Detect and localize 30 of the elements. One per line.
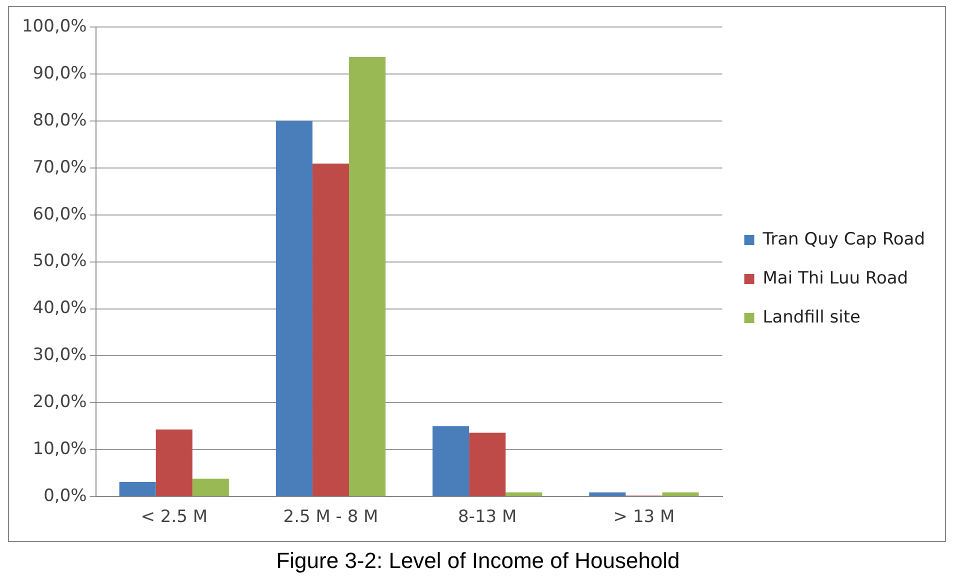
y-tick-label: 60,0%	[32, 204, 87, 224]
bar	[156, 429, 192, 496]
y-tick-label: 50,0%	[32, 251, 87, 272]
legend-label: Mai Thi Luu Road	[762, 268, 908, 288]
bar	[469, 432, 506, 496]
y-tick-label: 0,0%	[44, 486, 87, 506]
bar	[432, 426, 470, 496]
y-tick-label: 20,0%	[32, 392, 87, 412]
y-tick-label: 70,0%	[32, 157, 87, 178]
x-tick-label: 2.5 M - 8 M	[283, 507, 378, 528]
x-tick-label: > 13 M	[613, 507, 675, 528]
x-tick-label: 8-13 M	[458, 507, 517, 528]
y-tick-label: 90,0%	[32, 63, 87, 84]
bar	[276, 120, 312, 496]
y-tick-label: 10,0%	[32, 439, 87, 460]
x-tick-label: < 2.5 M	[140, 507, 208, 528]
y-tick-label: 80,0%	[32, 110, 87, 130]
bar	[119, 482, 156, 496]
caption: Figure 3-2: Level of Income of Household	[275, 548, 681, 574]
bar	[506, 492, 542, 496]
legend-label: Landfill site	[762, 307, 860, 328]
legend-label: Tran Quy Cap Road	[762, 229, 926, 250]
bar	[192, 478, 229, 496]
bar	[662, 492, 699, 496]
y-tick-label: 100,0%	[22, 16, 87, 36]
bar	[312, 164, 350, 496]
bar	[349, 57, 386, 496]
y-tick-label: 40,0%	[32, 298, 87, 318]
y-tick-label: 30,0%	[32, 345, 87, 366]
bar	[589, 492, 626, 496]
